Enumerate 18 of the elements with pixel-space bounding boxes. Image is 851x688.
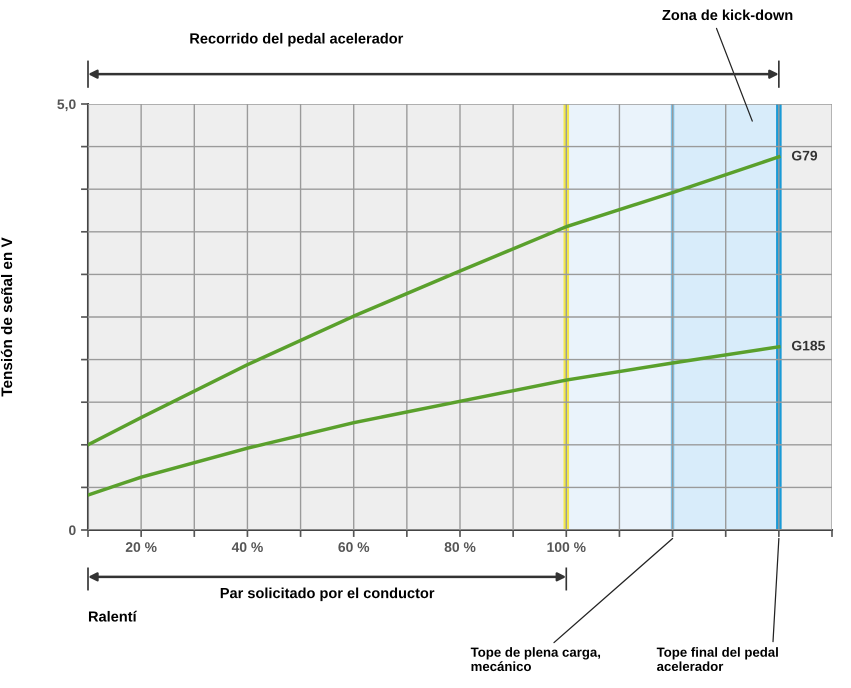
series-label: G185	[792, 340, 825, 351]
y-axis-title: Tensión de señal en V	[0, 237, 12, 396]
band-label: Zona de kick-down	[662, 9, 792, 20]
text: Ralentí	[88, 610, 138, 622]
series-label: G79	[792, 150, 818, 161]
text: Par solicitado por el conductor	[220, 588, 434, 602]
x-tick-label: 60 %	[338, 542, 370, 552]
line-series	[88, 155, 781, 447]
line-series	[88, 345, 781, 497]
text: Recorrido del pedal acelerador	[190, 32, 404, 46]
x-tick-label: 20 %	[126, 542, 157, 552]
ref-line-label: Tope de plena carga, mecánico	[470, 647, 600, 672]
ref-line-label: Tope final del pedal acelerador	[656, 647, 778, 672]
x-tick-label: 80 %	[444, 542, 476, 552]
x-tick-label: 40 %	[232, 542, 263, 552]
y-tick-label: 5,0	[57, 99, 76, 112]
y-tick-label: 0	[69, 525, 76, 536]
x-tick-label: 100 %	[547, 542, 586, 552]
